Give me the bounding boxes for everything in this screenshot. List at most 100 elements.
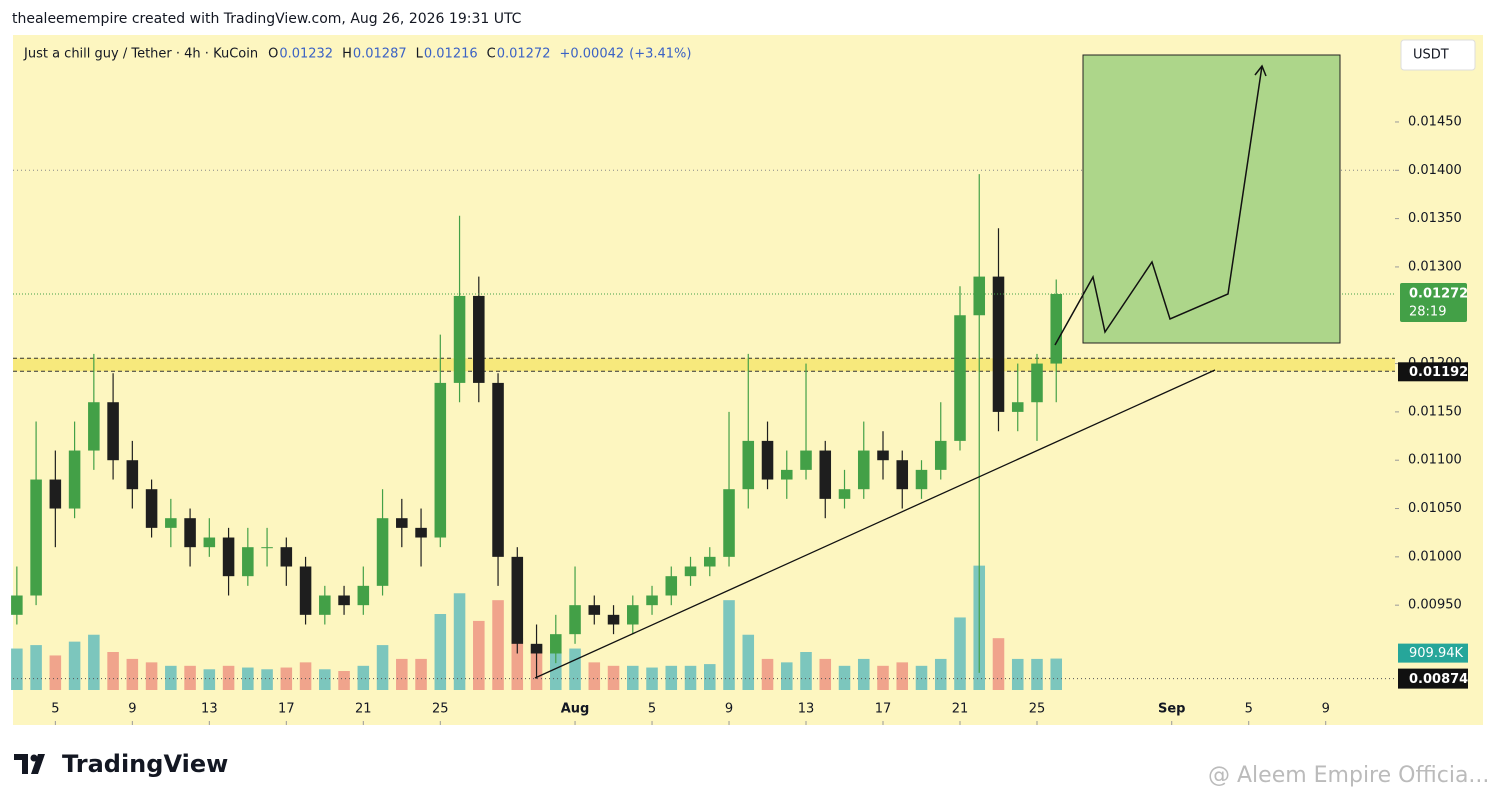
candle-body (338, 595, 350, 606)
volume-bar (915, 665, 928, 690)
volume-bar (954, 617, 966, 690)
candle-body (1050, 293, 1063, 364)
y-tick-label: 0.01150 (1408, 404, 1462, 419)
volume-bar (126, 658, 139, 690)
x-tick-label: 5 (648, 702, 656, 717)
candle-body (896, 460, 909, 490)
x-tick-label: 21 (952, 702, 969, 717)
candle-body (68, 450, 81, 509)
volume-bar (473, 620, 485, 690)
ohlc-key: H (342, 47, 352, 62)
watermark: @ Aleem Empire Officia... (1208, 763, 1489, 788)
y-tick-label: 0.01050 (1408, 501, 1462, 516)
candle-body (838, 489, 851, 499)
volume-bar (1031, 658, 1043, 690)
low-label: 0.00874 (1409, 672, 1468, 687)
volume-bar (222, 665, 235, 690)
ohlc-key: C (487, 47, 496, 62)
candle-body (934, 440, 947, 470)
candle-body (415, 527, 427, 538)
volume-bar (607, 665, 620, 690)
volume-bar (704, 664, 716, 690)
candle-body (973, 276, 986, 316)
volume-bar (11, 648, 23, 690)
volume-bar (646, 667, 658, 690)
candle-body (203, 537, 216, 548)
support-tag (1398, 362, 1468, 382)
ohlc-key: L (416, 47, 424, 62)
candle-body (780, 469, 793, 480)
y-tick-label: 0.01450 (1408, 114, 1462, 129)
candle-body (761, 440, 774, 480)
x-tick-label: Aug (561, 702, 590, 717)
candle-body (607, 614, 620, 625)
volume-bar (665, 665, 678, 690)
support-label: 0.01192 (1409, 365, 1468, 380)
candle-body (88, 402, 100, 451)
candle-body (627, 605, 639, 625)
candle-body (107, 402, 119, 461)
x-tick-label: 25 (432, 702, 449, 717)
unit-button[interactable] (1400, 39, 1476, 71)
arrow-head (1254, 64, 1267, 77)
candle-body (530, 643, 543, 654)
candle-body (242, 547, 254, 577)
low-tag (1398, 668, 1468, 689)
candle-body (11, 595, 23, 615)
volume-bar (742, 634, 755, 690)
change-percent: (+3.41%) (629, 47, 691, 62)
volume-bar (877, 665, 889, 690)
y-tick-label: 0.00950 (1408, 598, 1462, 613)
volume-bar (30, 645, 42, 690)
volume-bar (203, 669, 216, 690)
candle-body (723, 489, 735, 557)
x-tick-label: 9 (725, 702, 733, 717)
candle-body (511, 556, 524, 644)
candle-body (588, 605, 601, 615)
candle-body (165, 518, 177, 528)
volume-bar (627, 665, 639, 690)
candle-body (357, 585, 370, 606)
candle-body (434, 382, 447, 538)
candle-body (319, 595, 331, 615)
volume-bar (761, 658, 774, 690)
trend-line (534, 369, 1216, 679)
ohlc-value: 0.01216 (424, 47, 478, 62)
candle-body (280, 547, 293, 567)
candle-body (222, 537, 235, 577)
volume-bar (819, 658, 832, 690)
chart-layer: 0.00950 0.01000 0.01050 0.01100 0.01150 0.012… (11, 114, 1468, 725)
x-tick-label: 9 (128, 702, 136, 717)
candle-body (665, 576, 678, 596)
volume-bar (896, 662, 909, 690)
candle-body (800, 450, 812, 470)
y-tick-label: 0.01000 (1408, 549, 1462, 564)
volume-bar (838, 665, 851, 690)
volume-bar (376, 645, 389, 690)
x-tick-label: 13 (798, 702, 815, 717)
candle-body (453, 295, 466, 383)
candle-body (1011, 402, 1024, 412)
volume-bar (280, 667, 293, 690)
candle-body (819, 450, 832, 499)
candle-body (492, 382, 504, 557)
volume-bar (434, 614, 447, 690)
price-label: 0.01272 (1409, 286, 1468, 301)
volume-bar (357, 665, 370, 690)
volume-bar (88, 634, 100, 690)
price-unit: USDT (1413, 48, 1449, 63)
target-box (1082, 54, 1341, 344)
logo-dot (30, 754, 38, 762)
y-tick-label: 0.01100 (1408, 453, 1462, 468)
x-tick-label: 5 (1245, 702, 1253, 717)
candle-body (299, 566, 312, 615)
volume-bar (992, 638, 1005, 690)
candle-body (49, 479, 62, 509)
volume-bar (1050, 658, 1063, 690)
candle-body (396, 518, 408, 528)
price-tag (1400, 282, 1467, 322)
volume-label: 909.94K (1409, 646, 1463, 661)
volume-bar (492, 600, 504, 690)
volume-bar (550, 652, 562, 690)
